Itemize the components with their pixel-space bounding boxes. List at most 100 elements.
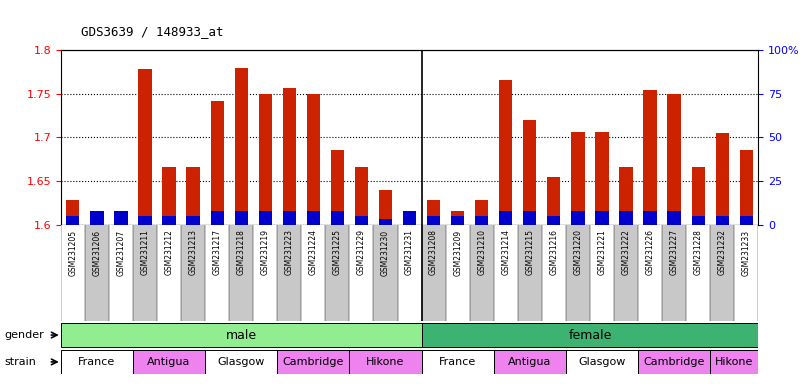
FancyBboxPatch shape: [302, 225, 325, 321]
Text: Glasgow: Glasgow: [578, 357, 625, 367]
Bar: [740, 216, 753, 225]
FancyBboxPatch shape: [445, 225, 470, 321]
FancyBboxPatch shape: [422, 323, 758, 347]
FancyBboxPatch shape: [734, 225, 758, 321]
Text: Antigua: Antigua: [148, 357, 191, 367]
FancyBboxPatch shape: [686, 225, 710, 321]
Bar: [595, 211, 608, 225]
Bar: [234, 211, 248, 225]
Text: GSM231226: GSM231226: [646, 230, 654, 275]
FancyBboxPatch shape: [61, 225, 85, 321]
Bar: [523, 120, 536, 225]
FancyBboxPatch shape: [494, 225, 517, 321]
Bar: [595, 132, 608, 225]
Bar: [547, 216, 560, 225]
Bar: [259, 94, 272, 225]
Text: female: female: [569, 329, 611, 341]
Bar: [355, 167, 368, 225]
Bar: [90, 220, 104, 225]
FancyBboxPatch shape: [710, 225, 734, 321]
Bar: [234, 68, 248, 225]
Text: GSM231225: GSM231225: [333, 230, 342, 275]
FancyBboxPatch shape: [374, 225, 397, 321]
FancyBboxPatch shape: [133, 350, 205, 374]
Text: gender: gender: [4, 330, 44, 340]
Bar: [331, 211, 344, 225]
Bar: [643, 90, 657, 225]
Bar: [427, 216, 440, 225]
Text: GSM231211: GSM231211: [140, 230, 149, 275]
Bar: [740, 149, 753, 225]
Bar: [283, 88, 296, 225]
Text: GSM231208: GSM231208: [429, 230, 438, 275]
Text: GSM231210: GSM231210: [477, 230, 487, 275]
Text: GSM231222: GSM231222: [621, 230, 630, 275]
Bar: [692, 216, 705, 225]
FancyBboxPatch shape: [566, 225, 590, 321]
Bar: [475, 200, 488, 225]
FancyBboxPatch shape: [350, 225, 374, 321]
Bar: [114, 211, 127, 225]
FancyBboxPatch shape: [422, 350, 494, 374]
Bar: [114, 222, 127, 225]
Text: GSM231233: GSM231233: [742, 230, 751, 276]
Text: Antigua: Antigua: [508, 357, 551, 367]
FancyBboxPatch shape: [61, 225, 758, 321]
Text: Cambridge: Cambridge: [283, 357, 344, 367]
FancyBboxPatch shape: [542, 225, 566, 321]
Text: GSM231228: GSM231228: [693, 230, 702, 275]
Bar: [715, 133, 729, 225]
Text: GSM231229: GSM231229: [357, 230, 366, 275]
FancyBboxPatch shape: [590, 225, 614, 321]
Bar: [571, 211, 585, 225]
Text: Hikone: Hikone: [715, 357, 753, 367]
Text: GSM231207: GSM231207: [117, 230, 126, 276]
FancyBboxPatch shape: [662, 225, 686, 321]
Text: Hikone: Hikone: [367, 357, 405, 367]
FancyBboxPatch shape: [638, 350, 710, 374]
Bar: [307, 94, 320, 225]
Bar: [187, 167, 200, 225]
FancyBboxPatch shape: [422, 225, 445, 321]
Text: GSM231205: GSM231205: [68, 230, 77, 276]
FancyBboxPatch shape: [181, 225, 205, 321]
Bar: [283, 211, 296, 225]
Bar: [67, 216, 79, 225]
Text: GSM231218: GSM231218: [237, 230, 246, 275]
Text: France: France: [79, 357, 115, 367]
Text: GSM231215: GSM231215: [526, 230, 534, 275]
Bar: [67, 200, 79, 225]
Text: GSM231216: GSM231216: [549, 230, 558, 275]
Bar: [692, 167, 705, 225]
FancyBboxPatch shape: [253, 225, 277, 321]
Text: GSM231217: GSM231217: [212, 230, 221, 275]
Text: strain: strain: [4, 357, 36, 367]
Text: GSM231231: GSM231231: [405, 230, 414, 275]
Text: GDS3639 / 148933_at: GDS3639 / 148933_at: [81, 25, 224, 38]
FancyBboxPatch shape: [109, 225, 133, 321]
Text: GSM231214: GSM231214: [501, 230, 510, 275]
Text: GSM231213: GSM231213: [189, 230, 198, 275]
FancyBboxPatch shape: [710, 350, 758, 374]
FancyBboxPatch shape: [350, 350, 422, 374]
Bar: [139, 69, 152, 225]
Bar: [499, 211, 513, 225]
Bar: [667, 94, 680, 225]
Text: GSM231224: GSM231224: [309, 230, 318, 275]
Bar: [451, 216, 464, 225]
FancyBboxPatch shape: [133, 225, 157, 321]
Bar: [379, 190, 393, 225]
Bar: [379, 219, 393, 225]
Text: GSM231221: GSM231221: [598, 230, 607, 275]
Bar: [499, 79, 513, 225]
Text: GSM231212: GSM231212: [165, 230, 174, 275]
Bar: [162, 167, 176, 225]
Text: GSM231223: GSM231223: [285, 230, 294, 275]
Bar: [331, 149, 344, 225]
Text: GSM231220: GSM231220: [573, 230, 582, 275]
Bar: [90, 211, 104, 225]
FancyBboxPatch shape: [157, 225, 181, 321]
Bar: [547, 177, 560, 225]
Bar: [355, 216, 368, 225]
Bar: [451, 211, 464, 225]
